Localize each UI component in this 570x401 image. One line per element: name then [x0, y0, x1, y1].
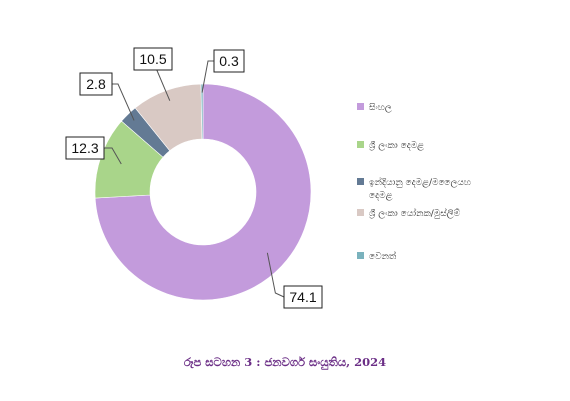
legend-label: වෙනත්	[369, 251, 397, 262]
data-label-box	[213, 49, 245, 73]
leader-line	[201, 60, 214, 93]
data-label-text: 10.5	[139, 51, 166, 67]
legend-swatch	[357, 209, 364, 216]
data-label-text: 74.1	[289, 289, 316, 305]
chart-legend: සිංහල ශ්‍රී ලංකා දෙමළ ඉන්දියානු දෙමළ/මලෛයහ…	[357, 102, 471, 262]
data-label-text: 12.3	[71, 140, 98, 156]
data-labels: 74.1 12.3 2.8 10.5 0.3	[65, 47, 323, 309]
leader-lines	[104, 60, 285, 298]
donut-slice	[94, 83, 312, 301]
data-label: 12.3	[65, 136, 105, 160]
legend-label: ශ්‍රී ලංකා දෙමළ	[368, 140, 424, 151]
legend-swatch	[357, 141, 364, 148]
data-label-box	[79, 72, 113, 96]
legend-label: ඉන්දියානු දෙමළ/මලෛයහ දෙමළ	[369, 177, 471, 201]
legend-label: සිංහල	[369, 102, 392, 113]
data-label: 0.3	[213, 49, 245, 73]
legend-swatch	[357, 103, 364, 110]
data-label-text: 0.3	[219, 53, 239, 69]
data-label: 74.1	[283, 285, 323, 309]
legend-item: ඉන්දියානු දෙමළ/මලෛයහ දෙමළ	[357, 177, 471, 201]
leader-line	[266, 252, 285, 298]
legend-swatch	[357, 252, 364, 259]
data-label-text: 2.8	[86, 76, 106, 92]
legend-swatch	[357, 178, 364, 185]
chart-caption: රූප සටහන 3 : ජනවර්ග සංයුතිය, 2024	[183, 355, 387, 369]
donut-slice	[200, 83, 204, 140]
data-label-box	[133, 47, 173, 71]
leader-line	[156, 69, 171, 101]
data-label: 10.5	[133, 47, 173, 71]
donut-slices	[94, 83, 312, 301]
legend-label: ශ්‍රී ලංකා යෝනක/මුස්ලිම්	[368, 208, 460, 219]
legend-item: ශ්‍රී ලංකා දෙමළ	[357, 140, 424, 151]
data-label-box	[65, 136, 105, 160]
legend-item: ශ්‍රී ලංකා යෝනක/මුස්ලිම්	[357, 208, 461, 219]
legend-item: වෙනත්	[357, 251, 397, 262]
data-label: 2.8	[79, 72, 113, 96]
leader-line	[104, 147, 122, 165]
leader-line	[112, 83, 135, 121]
legend-item: සිංහල	[357, 102, 392, 113]
data-label-box	[283, 285, 323, 309]
